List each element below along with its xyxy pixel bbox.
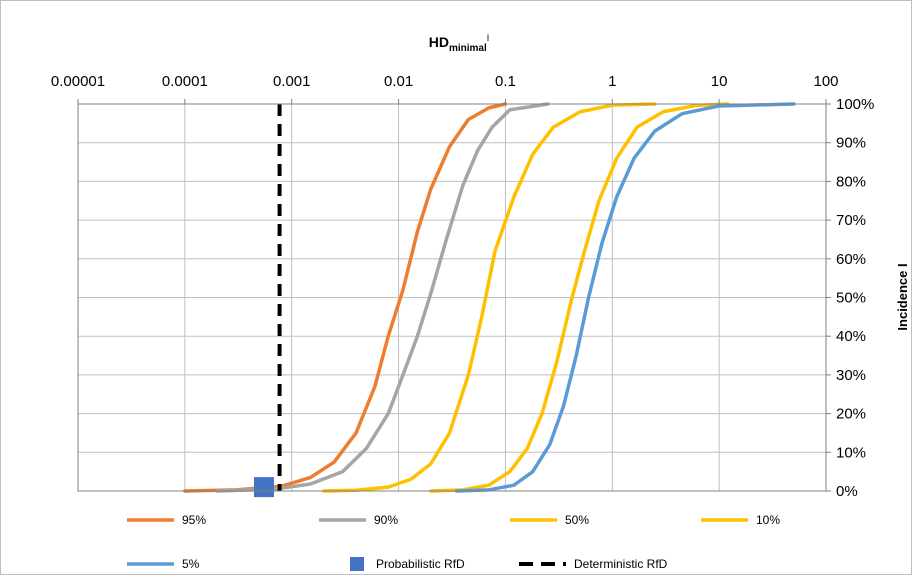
- y-tick-label: 40%: [836, 328, 866, 345]
- legend-label-50pct: 50%: [565, 513, 589, 527]
- grid: [77, 103, 827, 492]
- legend-swatch-probabilistic-rfd: [350, 557, 364, 571]
- x-tick-label: 0.1: [495, 73, 516, 90]
- legend-label-deterministic-rfd: Deterministic RfD: [574, 557, 668, 571]
- legend-label-5pct: 5%: [182, 557, 200, 571]
- probabilistic-rfd-marker: [253, 477, 274, 498]
- series-line-95pct: [183, 102, 508, 493]
- legend-label-90pct: 90%: [374, 513, 398, 527]
- x-tick-label: 0.01: [384, 73, 413, 90]
- legend: 95% 90% 50% 10% 5% Probabilistic RfD Determini…: [127, 513, 780, 571]
- series-line-50pct: [322, 102, 657, 493]
- y-tick-label: 20%: [836, 406, 866, 423]
- axes: 0% 10% 20% 30% 40% 50% 60% 70% 80% 90% 100% 0.00001…: [51, 73, 874, 500]
- y-tick-label: 70%: [836, 212, 866, 229]
- y-tick-label: 60%: [836, 251, 866, 268]
- x-tick-label: 0.0001: [162, 73, 208, 90]
- series-lines: [183, 102, 796, 493]
- y-tick-label: 90%: [836, 135, 866, 152]
- x-tick-label: 100: [813, 73, 838, 90]
- y-tick-label: 80%: [836, 173, 866, 190]
- x-tick-label: 0.00001: [51, 73, 105, 90]
- x-tick-label: 10: [711, 73, 728, 90]
- x-tick-label: 0.001: [273, 73, 311, 90]
- y-tick-label: 10%: [836, 444, 866, 461]
- y-tick-label: 30%: [836, 367, 866, 384]
- y-tick-label: 0%: [836, 483, 858, 500]
- legend-label-10pct: 10%: [756, 513, 780, 527]
- legend-label-95pct: 95%: [182, 513, 206, 527]
- markers: [253, 477, 274, 498]
- series-line-10pct: [428, 102, 730, 493]
- x-axis-title: HDminimalI: [429, 33, 490, 54]
- y-axis-title: Incidence I: [895, 263, 910, 330]
- y-tick-label: 100%: [836, 96, 874, 113]
- series-line-5pct: [454, 102, 796, 493]
- legend-label-probabilistic-rfd: Probabilistic RfD: [376, 557, 465, 571]
- y-tick-label: 50%: [836, 290, 866, 307]
- plot-area-border: [77, 103, 827, 492]
- series-line-90pct: [215, 102, 550, 493]
- x-tick-label: 1: [608, 73, 616, 90]
